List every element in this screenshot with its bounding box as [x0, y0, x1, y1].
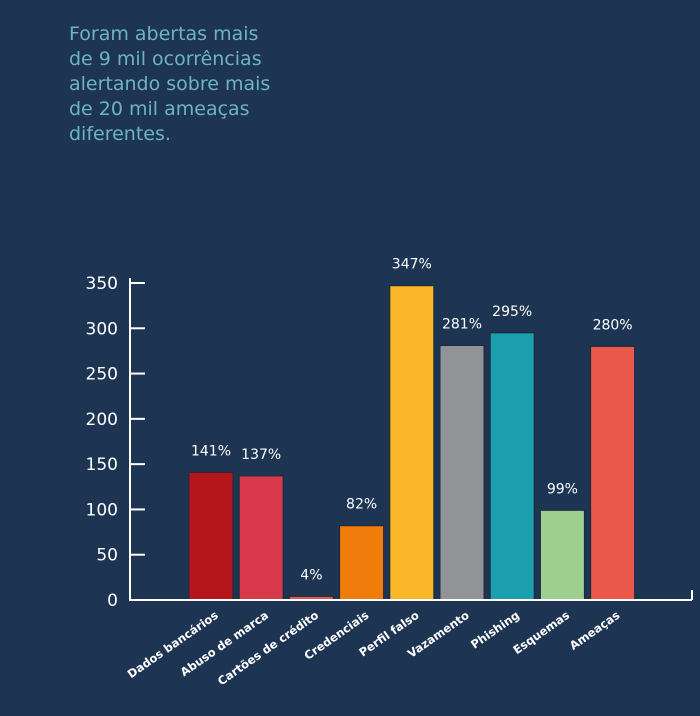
- bar: [539, 509, 585, 601]
- headline: Foram abertas mais de 9 mil ocorrências …: [69, 22, 309, 147]
- bar: [590, 345, 636, 601]
- bar: [489, 332, 535, 601]
- headline-line: de 20 mil ameaças: [69, 98, 250, 120]
- data-label: 295%: [492, 304, 532, 320]
- data-label: 4%: [300, 567, 322, 583]
- y-tick-label: 0: [107, 591, 118, 611]
- x-tick-label: Ameaças: [567, 608, 623, 653]
- bar: [389, 285, 435, 601]
- y-tick-label: 250: [86, 365, 118, 385]
- bar: [439, 344, 485, 601]
- headline-line: diferentes.: [69, 123, 171, 145]
- bar: [238, 475, 284, 601]
- y-tick-label: 50: [96, 546, 118, 566]
- data-label: 82%: [346, 497, 377, 513]
- y-tick-label: 150: [86, 455, 118, 475]
- data-label: 141%: [191, 443, 231, 459]
- x-tick-label: Abuso de marca: [178, 608, 271, 679]
- data-label: 137%: [241, 447, 281, 463]
- data-label: 347%: [392, 257, 432, 273]
- x-tick-label: Dados bancários: [125, 608, 221, 681]
- data-label: 280%: [593, 317, 633, 333]
- data-label: 281%: [442, 316, 482, 332]
- bar: [188, 471, 234, 601]
- headline-line: de 9 mil ocorrências: [69, 48, 262, 70]
- y-tick-label: 300: [86, 319, 118, 339]
- y-tick-label: 200: [86, 410, 118, 430]
- x-tick-label: Esquemas: [510, 608, 572, 657]
- headline-line: Foram abertas mais: [69, 23, 259, 45]
- bar: [339, 525, 385, 601]
- headline-line: alertando sobre mais: [69, 73, 271, 95]
- data-label: 99%: [547, 481, 578, 497]
- y-tick-label: 100: [86, 500, 118, 520]
- y-tick-label: 350: [86, 274, 118, 294]
